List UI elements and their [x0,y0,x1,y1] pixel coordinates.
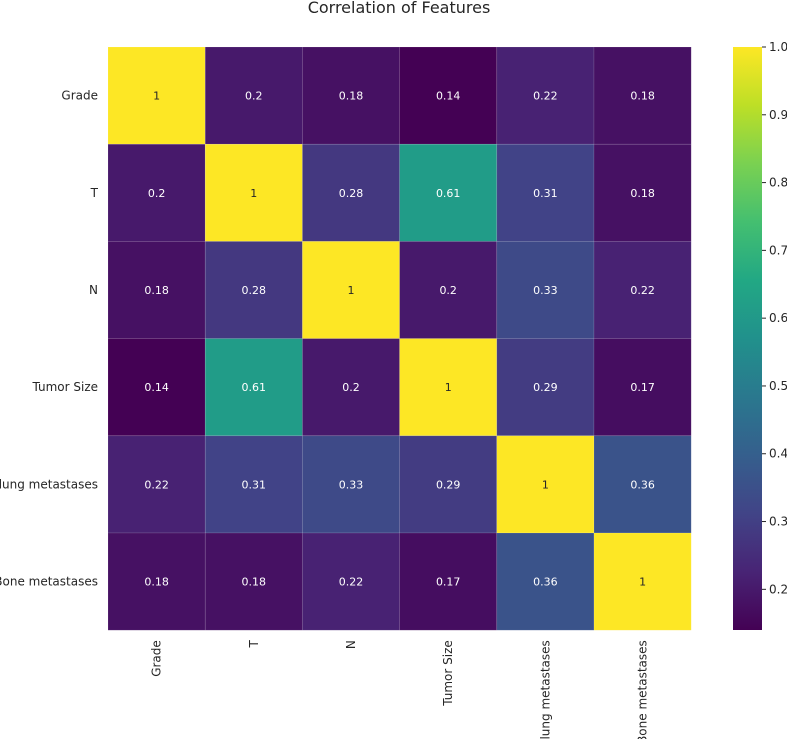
x-axis-tick-labels: Grade T N Tumor Size lung metastases Bone met… [150,640,650,739]
heatmap-cell [107,532,206,631]
cell-annotation: 0.2 [342,381,360,394]
cell-annotation: 0.14 [144,381,169,394]
cell-annotation: 0.29 [436,478,461,491]
heatmap-cells [107,46,692,631]
cell-annotation: 0.36 [533,576,558,589]
x-tick-label: T [247,640,261,649]
heatmap-cell [107,338,206,437]
heatmap-cell [496,241,595,339]
heatmap-cell [496,532,595,631]
x-tick-label: N [344,640,358,649]
heatmap-cell [204,143,303,242]
colorbar-tick-label: 0.9 [769,108,787,122]
heatmap-cell [593,338,692,437]
x-tick-label: lung metastases [538,640,552,739]
cell-annotation: 0.17 [630,381,655,394]
cell-annotation: 0.22 [339,576,364,589]
colorbar-tick-label: 0.7 [769,243,787,257]
cell-annotation: 1 [445,381,452,394]
heatmap-cell [302,46,400,145]
heatmap-cell [399,435,498,534]
heatmap-cell [399,338,498,437]
cell-annotation: 0.18 [242,576,267,589]
heatmap-cell [204,338,303,437]
heatmap-cell [107,241,206,339]
colorbar: 0.2 0.3 0.4 0.5 0.6 0.7 0.8 0.9 1.0 [733,40,787,630]
cell-annotation: 0.17 [436,576,461,589]
heatmap-cell [204,46,303,145]
colorbar-bar [733,47,762,630]
cell-annotation: 0.2 [148,187,166,200]
cell-annotation: 0.33 [533,284,558,297]
cell-annotation: 0.28 [242,284,267,297]
cell-annotation: 0.22 [533,90,558,103]
cell-annotation: 0.28 [339,187,364,200]
cell-annotation: 0.22 [144,478,169,491]
y-tick-label: Bone metastases [0,575,98,589]
x-tick-label: Tumor Size [441,640,455,707]
heatmap-cell [302,241,400,339]
heatmap-cell [593,46,692,145]
cell-annotation: 1 [639,576,646,589]
cell-annotation: 0.14 [436,90,461,103]
cell-annotation: 0.31 [533,187,558,200]
heatmap-cell [107,143,206,242]
cell-annotation: 1 [542,478,549,491]
heatmap-cell [593,532,692,631]
heatmap-cell [302,435,400,534]
cell-annotation: 1 [348,284,355,297]
cell-annotation: 0.61 [436,187,461,200]
cell-annotation: 0.2 [245,90,263,103]
heatmap-cell [496,338,595,437]
cell-annotation: 1 [250,187,257,200]
y-tick-label: N [89,283,98,297]
cell-annotation: 0.2 [439,284,457,297]
cell-annotation: 0.29 [533,381,558,394]
cell-annotation: 0.31 [242,478,267,491]
heatmap-cell [399,532,498,631]
heatmap-cell [593,435,692,534]
colorbar-tick-label: 0.5 [769,379,787,393]
heatmap-cell [496,435,595,534]
heatmap-cell [399,143,498,242]
colorbar-tick-label: 0.4 [769,447,787,461]
heatmap-cell [593,241,692,339]
colorbar-tick-label: 0.2 [769,582,787,596]
colorbar-tick-label: 0.3 [769,515,787,529]
cell-annotation: 0.18 [339,90,364,103]
y-tick-label: Grade [61,89,98,103]
x-tick-label: Grade [150,640,164,677]
heatmap-cell [107,46,206,145]
x-tick-label: Bone metastases [636,640,650,739]
y-axis-tick-labels: Grade T N Tumor Size lung metastases Bone met… [0,89,99,589]
cell-annotation: 0.36 [630,478,655,491]
colorbar-tick-label: 1.0 [769,40,787,54]
cell-annotation: 0.18 [630,90,655,103]
y-tick-label: T [90,186,99,200]
heatmap-annotations: 1 0.2 0.18 0.14 0.22 0.18 0.2 1 0.28 0.61 0.31 0.18… [144,90,654,589]
heatmap-cell [107,435,206,534]
heatmap-cell [399,46,498,145]
y-tick-label: Tumor Size [31,380,98,394]
colorbar-tick-label: 0.8 [769,176,787,190]
heatmap-cell [204,435,303,534]
y-tick-label: lung metastases [0,477,98,491]
cell-annotation: 0.18 [144,576,169,589]
heatmap-cell [302,338,400,437]
heatmap-cell [302,532,400,631]
chart-title: Correlation of Features [308,0,491,17]
cell-annotation: 0.33 [339,478,364,491]
cell-annotation: 0.18 [630,187,655,200]
cell-annotation: 1 [153,90,160,103]
heatmap-cell [593,143,692,242]
heatmap-cell [496,46,595,145]
cell-annotation: 0.18 [144,284,169,297]
heatmap-cell [204,241,303,339]
heatmap-cell [399,241,498,339]
cell-annotation: 0.61 [242,381,267,394]
colorbar-tick-label: 0.6 [769,311,787,325]
cell-annotation: 0.22 [630,284,655,297]
